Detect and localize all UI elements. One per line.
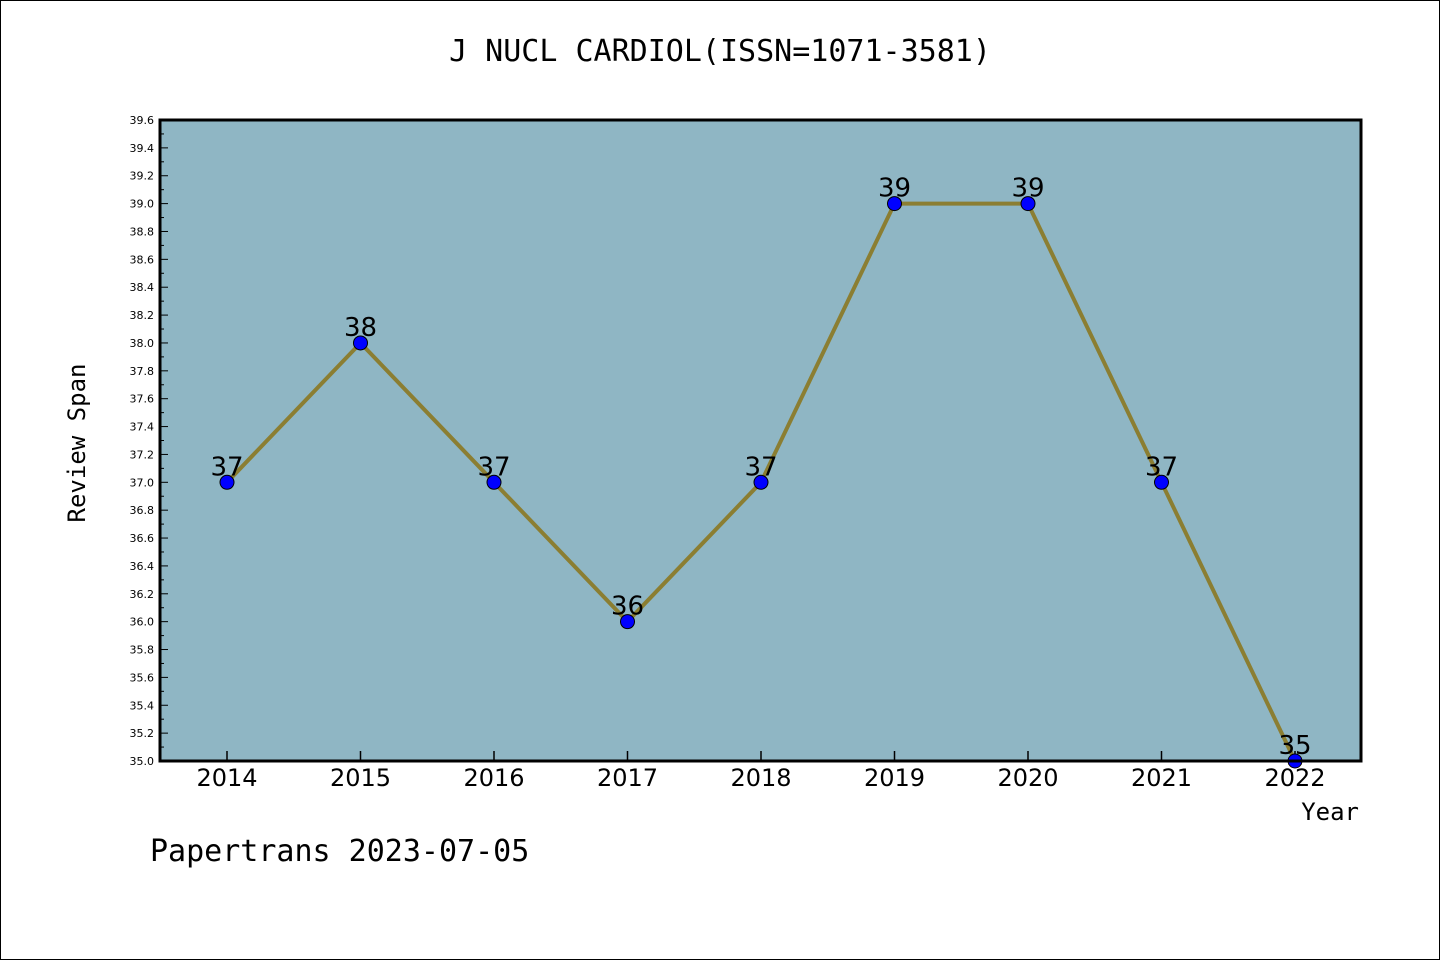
y-axis-title: Review Span	[63, 364, 91, 523]
y-tick-label: 39.6	[130, 114, 155, 127]
y-axis-ticks: 35.0 35.2 35.4 35.6 35.8 36.0 36.2 36.4 36.6 36.8…	[130, 114, 168, 768]
y-tick-label: 39.2	[130, 170, 155, 183]
x-tick-label: 2022	[1264, 764, 1325, 792]
y-tick-label: 36.4	[130, 560, 155, 573]
data-point	[620, 614, 635, 630]
y-tick-label: 35.6	[130, 671, 155, 684]
y-tick-label: 38.6	[130, 253, 155, 266]
x-tick-label: 2018	[730, 764, 791, 792]
x-tick-label: 2019	[864, 764, 925, 792]
x-tick-label: 2016	[463, 764, 524, 792]
data-point	[887, 196, 902, 212]
y-tick-label: 37.8	[130, 365, 155, 378]
y-tick-label: 38.2	[130, 309, 155, 322]
x-axis-ticks: 2014 2015 2016 2017 2018 2019 2020 2021 2022	[196, 751, 1326, 792]
data-label: 37	[210, 452, 243, 482]
y-tick-label: 36.6	[130, 532, 155, 545]
y-tick-label: 35.8	[130, 644, 155, 657]
data-point	[219, 474, 235, 490]
data-labels: 37 38 37 36 37 39 39 37 35	[210, 174, 1311, 761]
y-tick-label: 36.2	[130, 588, 155, 601]
data-point	[1020, 196, 1036, 212]
y-tick-label: 38.0	[130, 337, 155, 350]
y-tick-label: 38.4	[130, 281, 155, 294]
x-tick-label: 2017	[597, 764, 658, 792]
data-point	[486, 474, 502, 490]
y-tick-label: 37.2	[130, 448, 155, 461]
data-label: 37	[477, 452, 510, 482]
footer-note: Papertrans 2023-07-05	[150, 834, 530, 869]
data-label: 35	[1278, 731, 1311, 761]
data-label: 39	[1011, 174, 1044, 204]
x-tick-label: 2014	[196, 764, 257, 792]
plot-area	[160, 120, 1361, 761]
x-tick-label: 2020	[997, 764, 1058, 792]
data-point	[753, 474, 769, 490]
y-tick-label: 37.4	[130, 421, 155, 434]
y-tick-label: 35.0	[130, 755, 155, 768]
data-point	[353, 335, 368, 351]
chart-title: J NUCL CARDIOL(ISSN=1071-3581)	[449, 34, 991, 69]
data-label: 37	[744, 452, 777, 482]
data-label: 36	[611, 592, 644, 622]
y-tick-label: 39.0	[130, 198, 155, 211]
data-label: 39	[878, 174, 911, 204]
x-tick-label: 2021	[1131, 764, 1192, 792]
y-tick-label: 36.8	[130, 504, 155, 517]
x-tick-label: 2015	[330, 764, 391, 792]
plot-border	[158, 118, 1363, 763]
data-markers	[219, 196, 1303, 769]
y-tick-label: 39.4	[130, 142, 155, 155]
y-tick-label: 37.0	[130, 476, 155, 489]
data-label: 38	[344, 313, 377, 343]
y-tick-label: 35.4	[130, 699, 155, 712]
y-tick-label: 35.2	[130, 727, 155, 740]
data-point	[1154, 474, 1169, 490]
data-label: 37	[1145, 452, 1178, 482]
y-tick-label: 37.6	[130, 393, 155, 406]
y-tick-label: 36.0	[130, 616, 155, 629]
x-axis-title: Year	[1301, 798, 1359, 826]
y-tick-label: 38.8	[130, 225, 155, 238]
